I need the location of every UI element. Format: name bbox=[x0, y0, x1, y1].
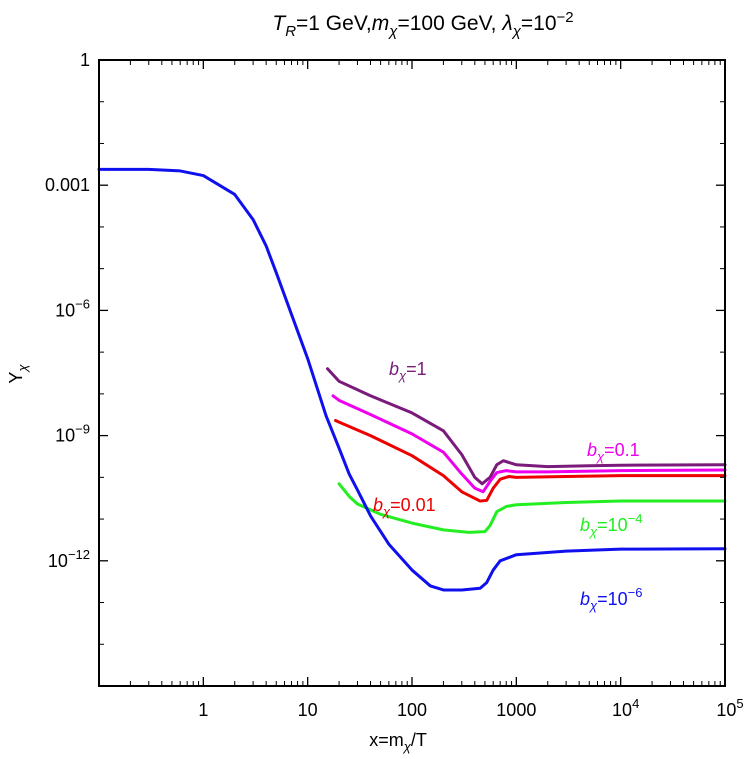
text-part: R bbox=[285, 23, 296, 40]
text-part: /T bbox=[411, 730, 427, 750]
text-part: =100 GeV, bbox=[397, 12, 502, 35]
tick-exponent: −12 bbox=[68, 547, 90, 562]
y-tick-label: 0.001 bbox=[45, 175, 90, 195]
series-line bbox=[334, 419, 727, 503]
chart-title: TR=1 GeV,mχ=100 GeV, λχ=10−2 bbox=[272, 9, 573, 40]
series-line bbox=[331, 394, 727, 494]
series-label: bχ=10−6 bbox=[580, 585, 643, 613]
tick-exponent: −9 bbox=[75, 422, 90, 437]
x-tick-label: 1 bbox=[198, 700, 208, 720]
x-tick-label: 10 bbox=[298, 700, 318, 720]
x-tick-label: 100 bbox=[397, 700, 427, 720]
text-part: m bbox=[372, 12, 390, 35]
text-part: λ bbox=[501, 12, 512, 35]
y-tick-label: 10−9 bbox=[55, 422, 90, 446]
text-part: =10 bbox=[521, 12, 557, 35]
tick-exponent: −6 bbox=[75, 296, 90, 311]
text-part: T bbox=[272, 12, 287, 35]
text-part: χ bbox=[403, 739, 412, 754]
tick-base: 1 bbox=[80, 50, 90, 70]
text-part: x=m bbox=[369, 730, 404, 750]
text-part: χ bbox=[15, 364, 30, 373]
series-line bbox=[326, 367, 727, 486]
tick-base: 10 bbox=[716, 700, 736, 720]
y-tick-label: 10−6 bbox=[55, 296, 90, 320]
text-part: Y bbox=[6, 372, 26, 384]
text-part: =1 GeV, bbox=[296, 12, 372, 35]
series-label: bχ=0.1 bbox=[587, 440, 640, 464]
tick-base: 1 bbox=[198, 700, 208, 720]
tick-base: 10 bbox=[298, 700, 318, 720]
x-tick-label: 1000 bbox=[496, 700, 536, 720]
tick-exponent: 4 bbox=[632, 696, 639, 711]
y-tick-label: 1 bbox=[80, 50, 90, 70]
tick-base: 1000 bbox=[496, 700, 536, 720]
y-tick-label: 10−12 bbox=[48, 547, 90, 571]
text-part: −2 bbox=[557, 9, 574, 26]
x-tick-label: 105 bbox=[716, 696, 743, 720]
tick-base: 10 bbox=[612, 700, 632, 720]
series-line bbox=[97, 167, 727, 592]
series-label: bχ=1 bbox=[389, 359, 427, 383]
text-part: χ bbox=[387, 23, 398, 40]
series-label: bχ=10−4 bbox=[580, 511, 643, 539]
tick-layer bbox=[98, 59, 726, 687]
tick-base: 10 bbox=[55, 426, 75, 446]
series-layer bbox=[97, 167, 727, 592]
x-tick-label: 104 bbox=[612, 696, 639, 720]
x-axis-label: x=mχ/T bbox=[369, 730, 427, 754]
series-label: bχ=0.01 bbox=[373, 495, 436, 519]
tick-base: 100 bbox=[397, 700, 427, 720]
tick-base: 0.001 bbox=[45, 175, 90, 195]
label-layer: 1 10 100 1000 104 10510.00110−610−910−12bχ=1b… bbox=[45, 50, 744, 720]
tick-exponent: 5 bbox=[736, 696, 743, 711]
text-part: χ bbox=[511, 23, 522, 40]
tick-base: 10 bbox=[48, 551, 68, 571]
tick-base: 10 bbox=[55, 300, 75, 320]
y-axis-label: Yχ bbox=[6, 364, 30, 384]
